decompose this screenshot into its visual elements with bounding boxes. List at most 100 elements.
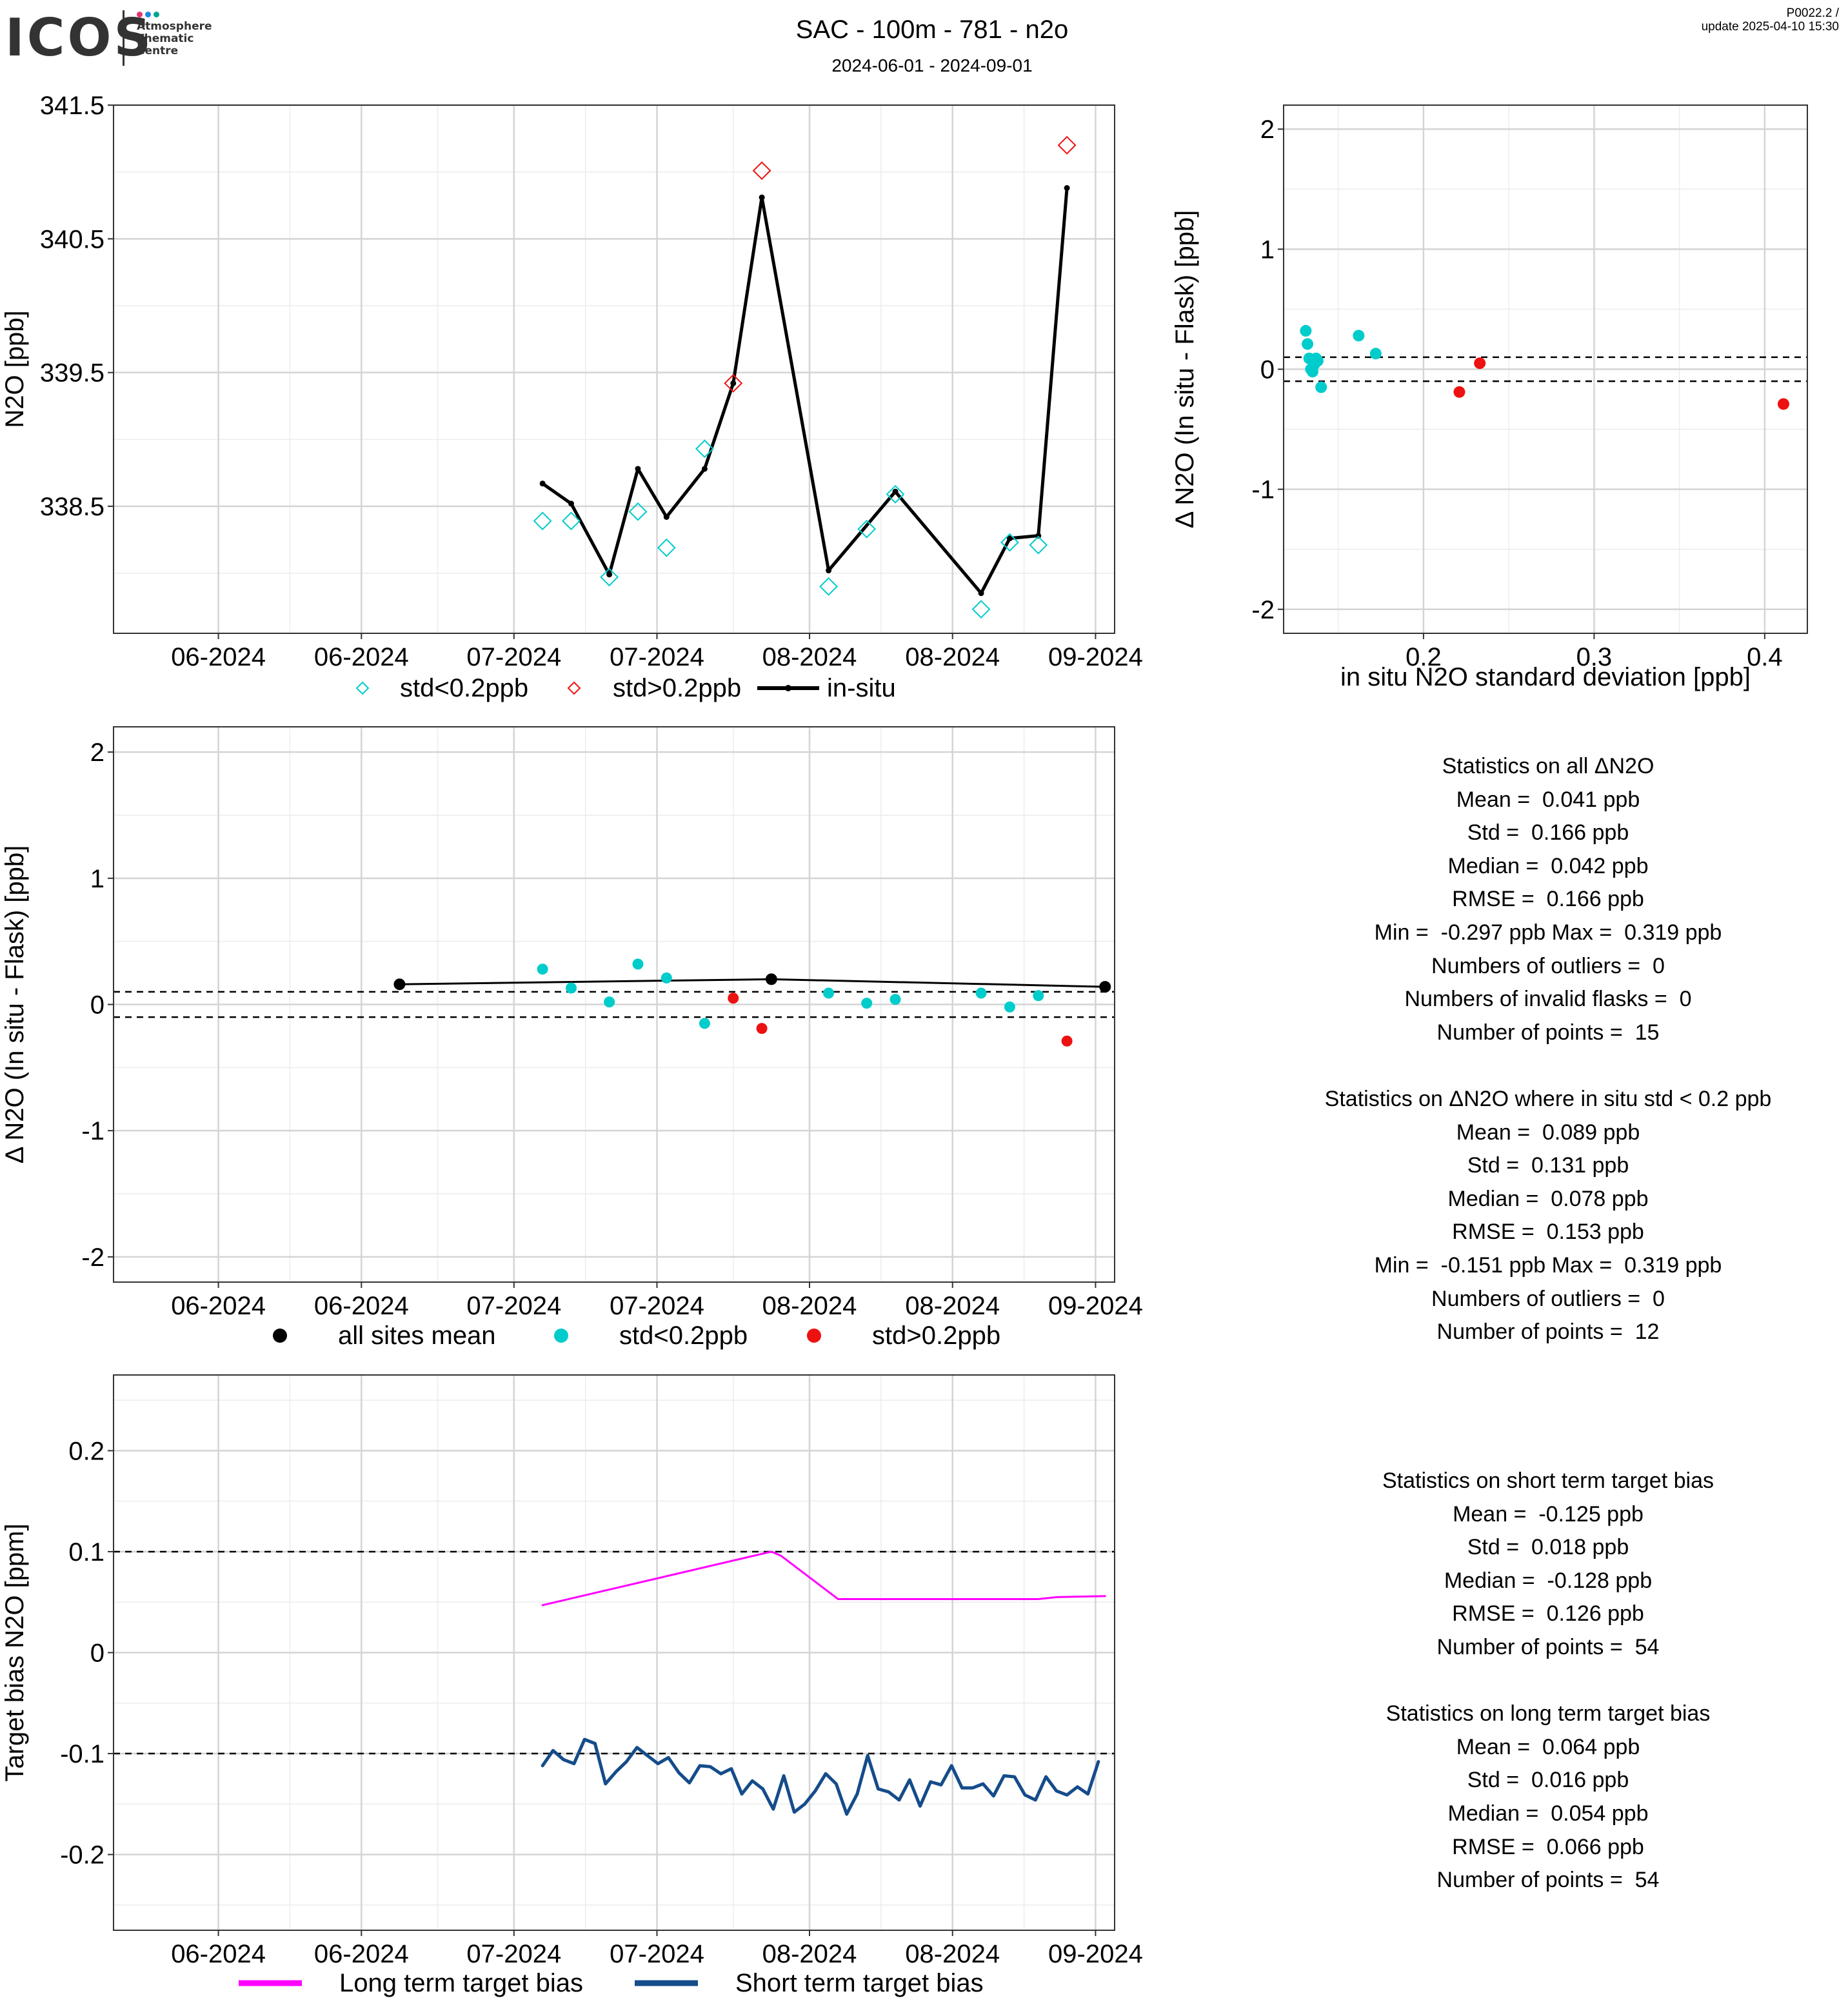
in-situ-point xyxy=(730,380,737,386)
stats-delta-block: Statistics on all ΔN2O Mean = 0.041 ppb … xyxy=(1264,750,1832,1349)
delta-point-low-std xyxy=(1004,1001,1015,1013)
sites-mean-point xyxy=(393,978,406,991)
legend-key-std-low xyxy=(355,681,370,695)
figure-date-range: 2024-06-01 - 2024-09-01 xyxy=(831,55,1033,75)
x-tick-label: 08-2024 xyxy=(905,643,1000,671)
y-tick-label: -0.2 xyxy=(60,1841,104,1870)
logo-word: ICOS xyxy=(5,8,154,68)
stats-line: Number of points = 54 xyxy=(1436,1634,1660,1659)
x-tick-label: 06-2024 xyxy=(314,1292,409,1320)
stats-spacer: ​ xyxy=(1264,1665,1832,1698)
scatter-point-low-std xyxy=(1369,348,1382,360)
stats-line: Mean = -0.125 ppb xyxy=(1453,1501,1644,1527)
version-line: P0022.2 / xyxy=(1786,6,1839,20)
y-tick-label: 0.1 xyxy=(68,1538,104,1567)
version-info: P0022.2 / update 2025-04-10 15:30 xyxy=(1702,6,1839,34)
plot-panel-scatter_std xyxy=(1278,105,1807,639)
y-tick-label: 340.5 xyxy=(40,225,104,253)
stats-line: Number of points = 15 xyxy=(1436,1020,1660,1045)
update-line: update 2025-04-10 15:30 xyxy=(1701,20,1839,34)
stats-line: Std = 0.166 ppb xyxy=(1467,820,1629,845)
legend-label-std-low: std<0.2ppb xyxy=(400,674,528,702)
in-situ-point xyxy=(606,571,613,578)
delta-point-low-std xyxy=(889,994,901,1005)
delta-point-low-std xyxy=(699,1018,710,1029)
plot-panel-delta_timeseries xyxy=(108,727,1115,1288)
x-tick-label: 06-2024 xyxy=(314,643,409,671)
delta-point-low-std xyxy=(661,972,672,984)
in-situ-point xyxy=(1064,185,1070,192)
in-situ-point xyxy=(663,514,670,520)
delta-point-low-std xyxy=(604,996,615,1008)
logo-sub-line: Atmosphere xyxy=(137,20,212,33)
plot-panel-timeseries xyxy=(108,104,1115,639)
legend-label-std-low: std<0.2ppb xyxy=(619,1321,748,1350)
x-tick-label: 09-2024 xyxy=(1048,1940,1143,1968)
logo-sub-line: Thematic xyxy=(137,32,194,45)
y-tick-label: -2 xyxy=(81,1243,104,1272)
delta-point-high-std xyxy=(728,993,739,1004)
y-tick-label: 2 xyxy=(1260,115,1275,144)
sites-mean-point xyxy=(1099,981,1111,993)
plot-frame xyxy=(113,104,1115,634)
stats-line: Median = -0.128 ppb xyxy=(1444,1568,1653,1593)
plot-frame xyxy=(113,1374,1115,1931)
flask-point-low-std xyxy=(600,568,619,587)
stats-line: Median = 0.054 ppb xyxy=(1447,1801,1649,1826)
in-situ-point xyxy=(568,500,574,507)
y-axis-label: Target bias N2O [ppm] xyxy=(1,1523,29,1781)
y-tick-label: 1 xyxy=(1260,235,1275,264)
y-tick-label: -0.1 xyxy=(60,1740,104,1768)
stats-line: Std = 0.018 ppb xyxy=(1467,1535,1629,1560)
delta-point-low-std xyxy=(632,958,644,970)
delta-point-low-std xyxy=(1033,990,1044,1002)
y-tick-label: 2 xyxy=(90,738,104,767)
figure-title: SAC - 100m - 781 - n2o xyxy=(795,15,1069,44)
stats-line: Mean = 0.064 ppb xyxy=(1456,1734,1640,1759)
stats-line: Std = 0.131 ppb xyxy=(1467,1153,1629,1178)
in-situ-point xyxy=(539,480,546,487)
x-tick-label: 09-2024 xyxy=(1048,643,1143,671)
stats-line: Statistics on ΔN2O where in situ std < 0… xyxy=(1324,1086,1772,1111)
in-situ-point xyxy=(892,488,899,495)
logo-dots xyxy=(137,9,162,21)
stats-line: Statistics on long term target bias xyxy=(1386,1701,1711,1726)
stats-line: Mean = 0.041 ppb xyxy=(1456,787,1640,812)
y-axis-label: Δ N2O (In situ - Flask) [ppb] xyxy=(1171,210,1199,529)
in-situ-point xyxy=(826,568,832,574)
flask-point-high-std xyxy=(752,161,771,181)
x-tick-label: 06-2024 xyxy=(171,1940,266,1968)
scatter-point-low-std xyxy=(1302,338,1314,350)
x-tick-label: 09-2024 xyxy=(1048,1292,1143,1320)
x-tick-label: 08-2024 xyxy=(905,1940,1000,1968)
flask-point-high-std xyxy=(1057,135,1077,155)
flask-point-low-std xyxy=(1029,535,1048,555)
y-tick-label: -1 xyxy=(1251,476,1275,504)
legend-key-std-high xyxy=(807,1329,821,1343)
x-tick-label: 06-2024 xyxy=(314,1940,409,1968)
sites-mean-point xyxy=(765,973,777,985)
y-tick-label: 0 xyxy=(1260,356,1275,384)
y-axis-label: N2O [ppb] xyxy=(1,310,29,428)
x-tick-label: 07-2024 xyxy=(466,1292,561,1320)
plot-frame xyxy=(113,726,1115,1283)
y-tick-label: 0 xyxy=(90,991,104,1020)
stats-line: Numbers of outliers = 0 xyxy=(1431,953,1665,978)
scatter-point-low-std xyxy=(1353,330,1365,342)
delta-point-low-std xyxy=(537,964,548,975)
y-tick-label: 338.5 xyxy=(40,493,104,521)
flask-point-low-std xyxy=(628,502,648,521)
legend-label-sites-mean: all sites mean xyxy=(338,1321,496,1350)
flask-point-low-std xyxy=(857,519,877,539)
x-tick-label: 0.2 xyxy=(1406,643,1442,671)
x-axis-label: in situ N2O standard deviation [ppb] xyxy=(1340,663,1751,691)
x-tick-label: 07-2024 xyxy=(466,643,561,671)
logo-dot xyxy=(137,12,143,17)
delta-point-low-std xyxy=(975,987,987,999)
in-situ-point xyxy=(635,466,641,472)
scatter-point-low-std xyxy=(1311,355,1324,367)
in-situ-point xyxy=(1035,533,1042,539)
in-situ-point xyxy=(1006,535,1013,542)
stats-target-block: Statistics on short term target bias Mea… xyxy=(1264,1465,1832,1897)
